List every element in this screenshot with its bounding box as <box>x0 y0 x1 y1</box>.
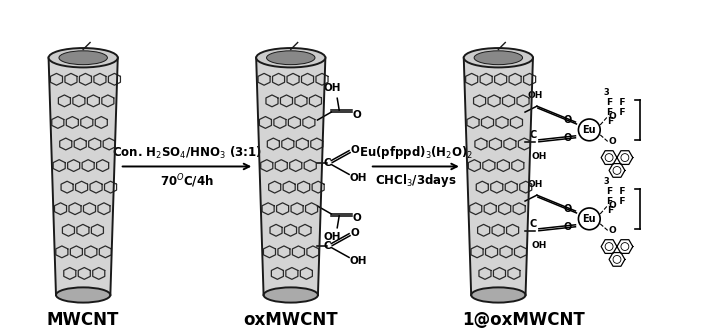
Text: OH: OH <box>349 173 366 183</box>
Text: F  F: F F <box>607 197 625 206</box>
Ellipse shape <box>48 48 118 67</box>
Text: OH: OH <box>324 232 341 242</box>
Text: OH: OH <box>349 256 366 266</box>
Text: O: O <box>563 204 572 214</box>
Text: OH: OH <box>527 180 543 189</box>
Text: F  F: F F <box>607 108 625 117</box>
Circle shape <box>578 208 600 230</box>
Text: 3: 3 <box>603 88 609 97</box>
Text: O: O <box>608 137 616 146</box>
Text: MWCNT: MWCNT <box>47 311 119 329</box>
Text: O: O <box>350 145 359 155</box>
Text: O: O <box>608 226 616 235</box>
Text: Eu: Eu <box>583 214 596 224</box>
Text: CHCl$_3$/3days: CHCl$_3$/3days <box>375 173 456 189</box>
Text: OH: OH <box>527 91 543 100</box>
Polygon shape <box>463 58 533 295</box>
Polygon shape <box>256 58 325 295</box>
Ellipse shape <box>463 48 533 67</box>
Text: F  F: F F <box>607 98 625 107</box>
Text: Con. H$_2$SO$_4$/HNO$_3$ (3:1): Con. H$_2$SO$_4$/HNO$_3$ (3:1) <box>112 144 262 160</box>
Text: O: O <box>608 112 616 121</box>
Text: C: C <box>529 130 537 140</box>
Text: O: O <box>563 222 572 232</box>
Ellipse shape <box>56 287 111 303</box>
Text: Eu: Eu <box>583 125 596 135</box>
Text: O: O <box>563 115 572 125</box>
Text: C: C <box>324 157 331 168</box>
Circle shape <box>578 119 600 141</box>
Text: F: F <box>607 118 613 127</box>
Text: OH: OH <box>531 241 547 250</box>
Text: F  F: F F <box>607 187 625 196</box>
Text: 70$^O$C/4h: 70$^O$C/4h <box>160 173 214 190</box>
Text: F: F <box>607 206 613 215</box>
Text: O: O <box>563 133 572 143</box>
Polygon shape <box>48 58 118 295</box>
Text: O: O <box>608 201 616 209</box>
Text: 3: 3 <box>603 177 609 186</box>
Text: C: C <box>324 241 331 251</box>
Text: OH: OH <box>324 83 341 93</box>
Text: oxMWCNT: oxMWCNT <box>243 311 338 329</box>
Ellipse shape <box>267 51 315 65</box>
Text: O: O <box>350 228 359 238</box>
Text: O: O <box>352 110 361 120</box>
Ellipse shape <box>474 51 523 65</box>
Ellipse shape <box>471 287 525 303</box>
Text: 1@oxMWCNT: 1@oxMWCNT <box>462 311 585 329</box>
Ellipse shape <box>59 51 108 65</box>
Text: C: C <box>529 219 537 229</box>
Text: Eu(pfppd)$_3$(H$_2$O)$_2$: Eu(pfppd)$_3$(H$_2$O)$_2$ <box>359 143 473 160</box>
Text: O: O <box>352 213 361 223</box>
Text: OH: OH <box>531 152 547 161</box>
Ellipse shape <box>256 48 325 67</box>
Ellipse shape <box>264 287 318 303</box>
